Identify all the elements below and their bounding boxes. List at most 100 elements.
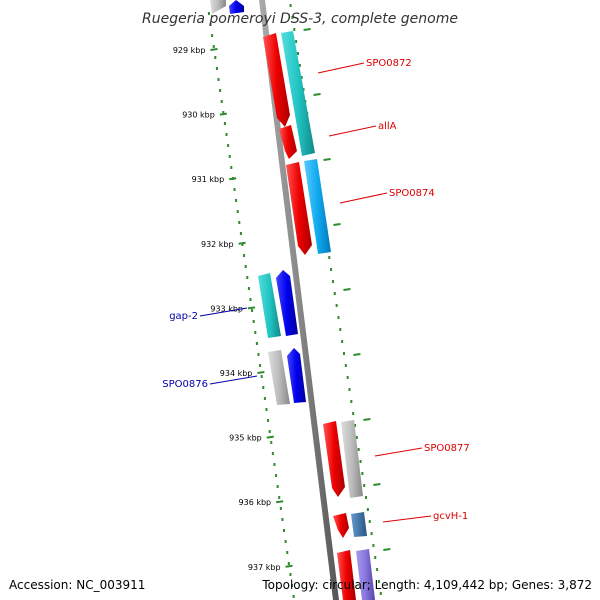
ruler-dot bbox=[238, 221, 241, 224]
gene-label-leader bbox=[382, 515, 432, 523]
outer-dot bbox=[346, 376, 349, 379]
ruler-dot bbox=[215, 67, 218, 70]
ruler-tick-label: 932 kbp bbox=[201, 240, 234, 249]
outer-tick bbox=[383, 548, 391, 551]
outer-dot bbox=[354, 424, 357, 427]
ruler-tick bbox=[247, 306, 256, 310]
outer-dot bbox=[357, 448, 360, 451]
outer-dot bbox=[333, 292, 336, 295]
outer-dot bbox=[295, 40, 298, 43]
outer-dot bbox=[293, 28, 296, 31]
outer-tick bbox=[353, 353, 361, 356]
ruler-dot bbox=[291, 584, 294, 587]
gene-label-spo0876: SPO0876 bbox=[162, 379, 208, 390]
outer-dot bbox=[365, 496, 368, 499]
ruler-dot bbox=[273, 463, 276, 466]
ruler-dot bbox=[251, 309, 254, 312]
outer-dot bbox=[296, 52, 299, 55]
outer-dotted-line bbox=[289, 4, 391, 595]
ruler-tick-label: 937 kbp bbox=[248, 563, 281, 572]
ruler-dot bbox=[281, 518, 284, 521]
gene-label-alla: allA bbox=[378, 121, 397, 132]
outer-tick bbox=[323, 158, 331, 161]
ruler-dot bbox=[268, 430, 271, 433]
outer-dot bbox=[355, 436, 358, 439]
ruler-ticks bbox=[210, 48, 293, 568]
outer-dot bbox=[330, 268, 333, 271]
gene-label-leader bbox=[199, 307, 248, 317]
map-title: Ruegeria pomeroyi DSS-3, complete genome bbox=[142, 11, 458, 27]
cds-red-4 bbox=[323, 421, 345, 497]
ruler-dot bbox=[271, 452, 274, 455]
outer-dot bbox=[337, 316, 340, 319]
outer-dot bbox=[370, 532, 373, 535]
ruler-tick-label: 929 kbp bbox=[173, 46, 206, 55]
ruler-tick-label: 935 kbp bbox=[229, 434, 262, 443]
outer-dot bbox=[352, 412, 355, 415]
genome-backbone bbox=[259, 0, 339, 600]
cds-red-6 bbox=[337, 550, 356, 600]
outer-dot bbox=[348, 388, 351, 391]
outer-tick bbox=[333, 223, 341, 226]
outer-dot bbox=[342, 352, 345, 355]
ruler-tick-label: 934 kbp bbox=[220, 369, 253, 378]
ruler-dot bbox=[222, 111, 225, 114]
ruler-dot bbox=[209, 23, 212, 26]
gene-features bbox=[210, 0, 375, 600]
topology-label: Topology: circular; Length: 4,109,442 bp… bbox=[262, 578, 592, 592]
ruler-dot bbox=[243, 254, 246, 257]
ruler-dot bbox=[276, 485, 279, 488]
ruler-dot bbox=[287, 562, 290, 565]
cds-blue-1 bbox=[276, 270, 298, 336]
ruler-dot bbox=[211, 34, 214, 37]
outer-dot bbox=[300, 76, 303, 79]
ruler-dot bbox=[225, 133, 228, 136]
cds-red-1 bbox=[263, 33, 290, 127]
ruler-dot bbox=[244, 265, 247, 268]
outer-dot bbox=[376, 568, 379, 571]
ruler-dot bbox=[260, 375, 263, 378]
ruler-dot bbox=[286, 551, 289, 554]
ruler-dot bbox=[217, 78, 220, 81]
outer-dot bbox=[359, 460, 362, 463]
gene-label-spo0877: SPO0877 bbox=[424, 443, 470, 454]
ruler-tick-label: 936 kbp bbox=[239, 498, 272, 507]
gene-label-leader bbox=[374, 447, 423, 457]
ruler-tick bbox=[266, 435, 274, 439]
ruler-dot bbox=[228, 155, 231, 158]
ruler-dot bbox=[283, 529, 286, 532]
ruler-dot bbox=[233, 188, 236, 191]
outer-tick bbox=[373, 483, 381, 486]
gene-label-leaders bbox=[199, 62, 432, 523]
ruler-dot bbox=[289, 573, 292, 576]
cds-grey-1 bbox=[268, 350, 290, 405]
ruler-tick-label: 930 kbp bbox=[182, 111, 215, 120]
ruler-dot bbox=[246, 276, 249, 279]
ruler-tick-label: 933 kbp bbox=[210, 304, 243, 313]
gene-label-spo0872: SPO0872 bbox=[366, 58, 412, 69]
ruler-dot bbox=[270, 441, 273, 444]
ruler-tick bbox=[257, 371, 265, 374]
ruler-dot bbox=[257, 353, 260, 356]
outer-dot bbox=[331, 280, 334, 283]
gene-label-leader bbox=[339, 192, 388, 204]
gene-label-leader bbox=[317, 62, 365, 74]
ruler-labels: 929 kbp 930 kbp 931 kbp 932 kbp 933 kbp 934 k… bbox=[173, 46, 281, 572]
ruler-dot bbox=[284, 540, 287, 543]
ruler-dot bbox=[255, 342, 258, 345]
outer-dot bbox=[289, 4, 292, 7]
ruler-dot bbox=[275, 474, 278, 477]
ruler-dot bbox=[241, 243, 244, 246]
ruler-dot bbox=[263, 397, 266, 400]
cds-grey-2 bbox=[341, 420, 363, 498]
cds-cyan-1 bbox=[281, 31, 315, 156]
ruler-tick bbox=[238, 241, 246, 245]
outer-dot bbox=[344, 364, 347, 367]
ruler-dot bbox=[220, 100, 223, 103]
accession-label: Accession: NC_003911 bbox=[9, 578, 146, 592]
ruler-dot bbox=[252, 320, 255, 323]
cds-top-grey bbox=[210, 0, 226, 14]
outer-tick bbox=[343, 288, 351, 291]
gene-label-gap-2: gap-2 bbox=[169, 311, 198, 322]
